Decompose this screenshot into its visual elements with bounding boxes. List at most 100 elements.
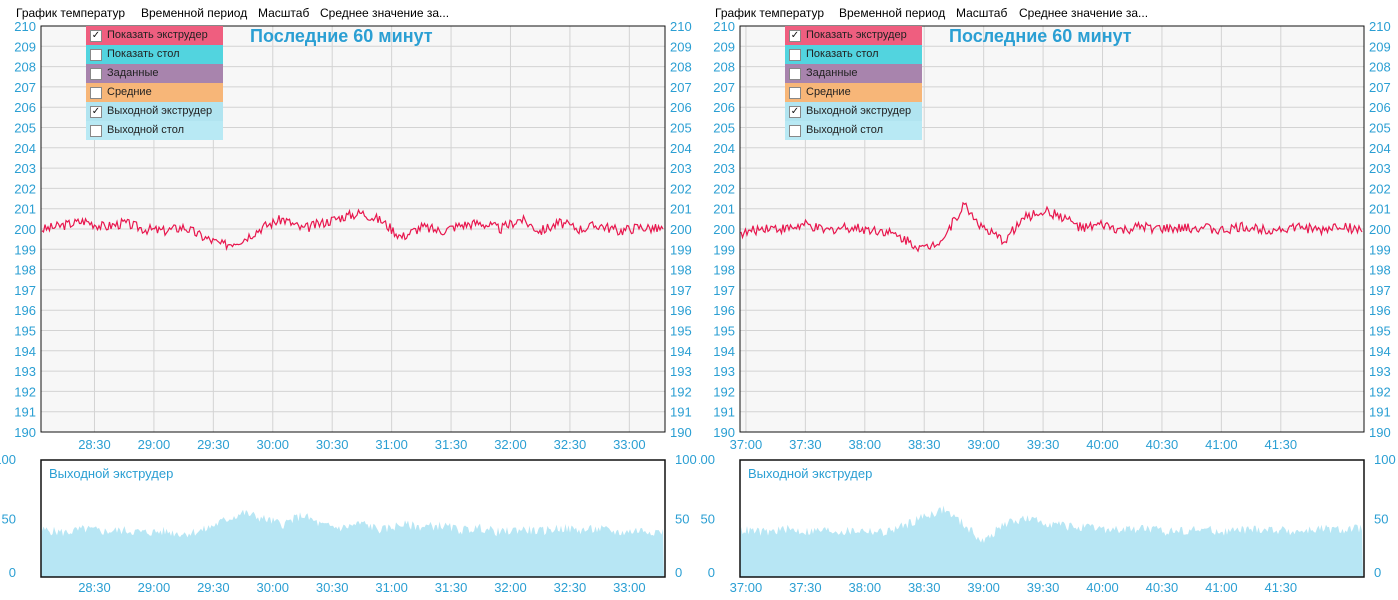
sub-y-tick-label: 50 bbox=[2, 512, 16, 527]
y-tick-label: 201 bbox=[713, 202, 735, 217]
checkbox-averages[interactable] bbox=[789, 87, 801, 99]
menu-average[interactable]: Среднее значение за... bbox=[320, 6, 450, 20]
y-tick-label-right: 190 bbox=[670, 425, 692, 440]
legend-label: Показать экструдер bbox=[107, 29, 208, 41]
y-tick-label-right: 208 bbox=[670, 60, 692, 75]
sub-y-tick-label: 100 bbox=[699, 452, 715, 467]
legend-output-table[interactable]: Выходной стол bbox=[785, 121, 922, 140]
x-tick-label: 37:00 bbox=[730, 437, 763, 452]
sub-x-tick-label: 31:30 bbox=[435, 580, 468, 595]
y-tick-label-right: 201 bbox=[670, 202, 692, 217]
sub-y-tick-label: 0 bbox=[708, 565, 715, 580]
x-tick-label: 40:30 bbox=[1146, 437, 1179, 452]
y-tick-label: 192 bbox=[14, 384, 36, 399]
y-tick-label: 195 bbox=[14, 324, 36, 339]
sub-x-tick-label: 39:30 bbox=[1027, 580, 1060, 595]
y-tick-label-right: 193 bbox=[670, 364, 692, 379]
x-tick-label: 39:00 bbox=[967, 437, 1000, 452]
y-tick-label-right: 194 bbox=[1369, 344, 1391, 359]
y-tick-label: 209 bbox=[713, 39, 735, 54]
legend-show-extruder[interactable]: ✓ Показать экструдер bbox=[86, 26, 223, 45]
checkbox-output-extruder[interactable]: ✓ bbox=[789, 106, 801, 118]
y-tick-label: 207 bbox=[713, 80, 735, 95]
x-tick-label: 29:00 bbox=[138, 437, 171, 452]
legend-output-extruder[interactable]: ✓ Выходной экструдер bbox=[785, 102, 922, 121]
legend-show-extruder[interactable]: ✓ Показать экструдер bbox=[785, 26, 922, 45]
checkbox-output-table[interactable] bbox=[789, 125, 801, 137]
legend-label: Выходной стол bbox=[107, 124, 185, 136]
menu-time-period[interactable]: Временной период bbox=[141, 6, 248, 20]
y-tick-label-right: 208 bbox=[1369, 60, 1391, 75]
legend-output-table[interactable]: Выходной стол bbox=[86, 121, 223, 140]
y-tick-label-right: 200 bbox=[670, 222, 692, 237]
x-tick-label: 41:30 bbox=[1265, 437, 1298, 452]
menu-average[interactable]: Среднее значение за... bbox=[1019, 6, 1149, 20]
y-tick-label: 201 bbox=[14, 202, 36, 217]
checkbox-output-extruder[interactable]: ✓ bbox=[90, 106, 102, 118]
sub-x-tick-label: 28:30 bbox=[78, 580, 111, 595]
checkbox-show-table[interactable] bbox=[90, 49, 102, 61]
legend-label: Выходной стол bbox=[806, 124, 884, 136]
y-tick-label: 198 bbox=[713, 263, 735, 278]
plot-frame bbox=[739, 25, 1365, 433]
y-tick-label: 205 bbox=[713, 121, 735, 136]
y-tick-label-right: 209 bbox=[670, 39, 692, 54]
legend-setpoints[interactable]: Заданные bbox=[86, 64, 223, 83]
y-tick-label-right: 205 bbox=[670, 121, 692, 136]
y-tick-label-right: 195 bbox=[1369, 324, 1391, 339]
y-tick-label: 206 bbox=[14, 100, 36, 115]
legend-show-table[interactable]: Показать стол bbox=[86, 45, 223, 64]
legend-output-extruder[interactable]: ✓ Выходной экструдер bbox=[86, 102, 223, 121]
y-tick-label: 204 bbox=[14, 141, 36, 156]
menu-time-period[interactable]: Временной период bbox=[839, 6, 946, 20]
output-extruder-area bbox=[41, 509, 664, 577]
legend: ✓ Показать экструдер Показать стол Заданн… bbox=[785, 26, 922, 140]
legend-show-table[interactable]: Показать стол bbox=[785, 45, 922, 64]
legend-averages[interactable]: Средние bbox=[86, 83, 223, 102]
sub-y-tick-label-right: 50 bbox=[1374, 512, 1388, 527]
x-tick-label: 31:30 bbox=[435, 437, 468, 452]
y-tick-label-right: 199 bbox=[670, 242, 692, 257]
y-tick-label-right: 191 bbox=[670, 405, 692, 420]
menu-scale[interactable]: Масштаб bbox=[956, 6, 1008, 20]
y-tick-label-right: 198 bbox=[670, 263, 692, 278]
menu-temperature-chart[interactable]: График температур bbox=[16, 6, 126, 20]
y-tick-label: 194 bbox=[14, 344, 36, 359]
legend-label: Заданные bbox=[107, 67, 159, 79]
legend-label: Средние bbox=[806, 86, 851, 98]
checkbox-show-extruder[interactable]: ✓ bbox=[789, 30, 801, 42]
y-tick-label-right: 195 bbox=[670, 324, 692, 339]
y-tick-label: 210 bbox=[713, 19, 735, 34]
y-tick-label: 194 bbox=[713, 344, 735, 359]
checkbox-averages[interactable] bbox=[90, 87, 102, 99]
legend-setpoints[interactable]: Заданные bbox=[785, 64, 922, 83]
checkbox-setpoints[interactable] bbox=[789, 68, 801, 80]
x-tick-label: 32:30 bbox=[554, 437, 587, 452]
right-chart-panel: График температур Временной период Масшт… bbox=[699, 0, 1398, 600]
y-tick-label-right: 210 bbox=[1369, 19, 1391, 34]
y-tick-label: 206 bbox=[713, 100, 735, 115]
legend-averages[interactable]: Средние bbox=[785, 83, 922, 102]
y-tick-label: 196 bbox=[14, 303, 36, 318]
legend-label: Показать экструдер bbox=[806, 29, 907, 41]
checkbox-show-table[interactable] bbox=[789, 49, 801, 61]
y-tick-label: 209 bbox=[14, 39, 36, 54]
menu-scale[interactable]: Масштаб bbox=[258, 6, 310, 20]
menu-bar: График температур Временной период Масшт… bbox=[0, 0, 699, 24]
sub-x-tick-label: 29:30 bbox=[197, 580, 230, 595]
checkbox-setpoints[interactable] bbox=[90, 68, 102, 80]
checkbox-show-extruder[interactable]: ✓ bbox=[90, 30, 102, 42]
menu-temperature-chart[interactable]: График температур bbox=[715, 6, 825, 20]
y-tick-label: 191 bbox=[713, 405, 735, 420]
checkbox-output-table[interactable] bbox=[90, 125, 102, 137]
y-tick-label: 192 bbox=[713, 384, 735, 399]
sub-y-tick-label-right: 100 bbox=[1374, 452, 1396, 467]
y-tick-label: 193 bbox=[14, 364, 36, 379]
y-tick-label-right: 207 bbox=[1369, 80, 1391, 95]
output-extruder-area bbox=[740, 505, 1363, 577]
y-tick-label-right: 207 bbox=[670, 80, 692, 95]
sub-x-tick-label: 38:30 bbox=[908, 580, 941, 595]
sub-y-tick-label-right: 50 bbox=[675, 512, 689, 527]
sub-y-tick-label: 50 bbox=[701, 512, 715, 527]
